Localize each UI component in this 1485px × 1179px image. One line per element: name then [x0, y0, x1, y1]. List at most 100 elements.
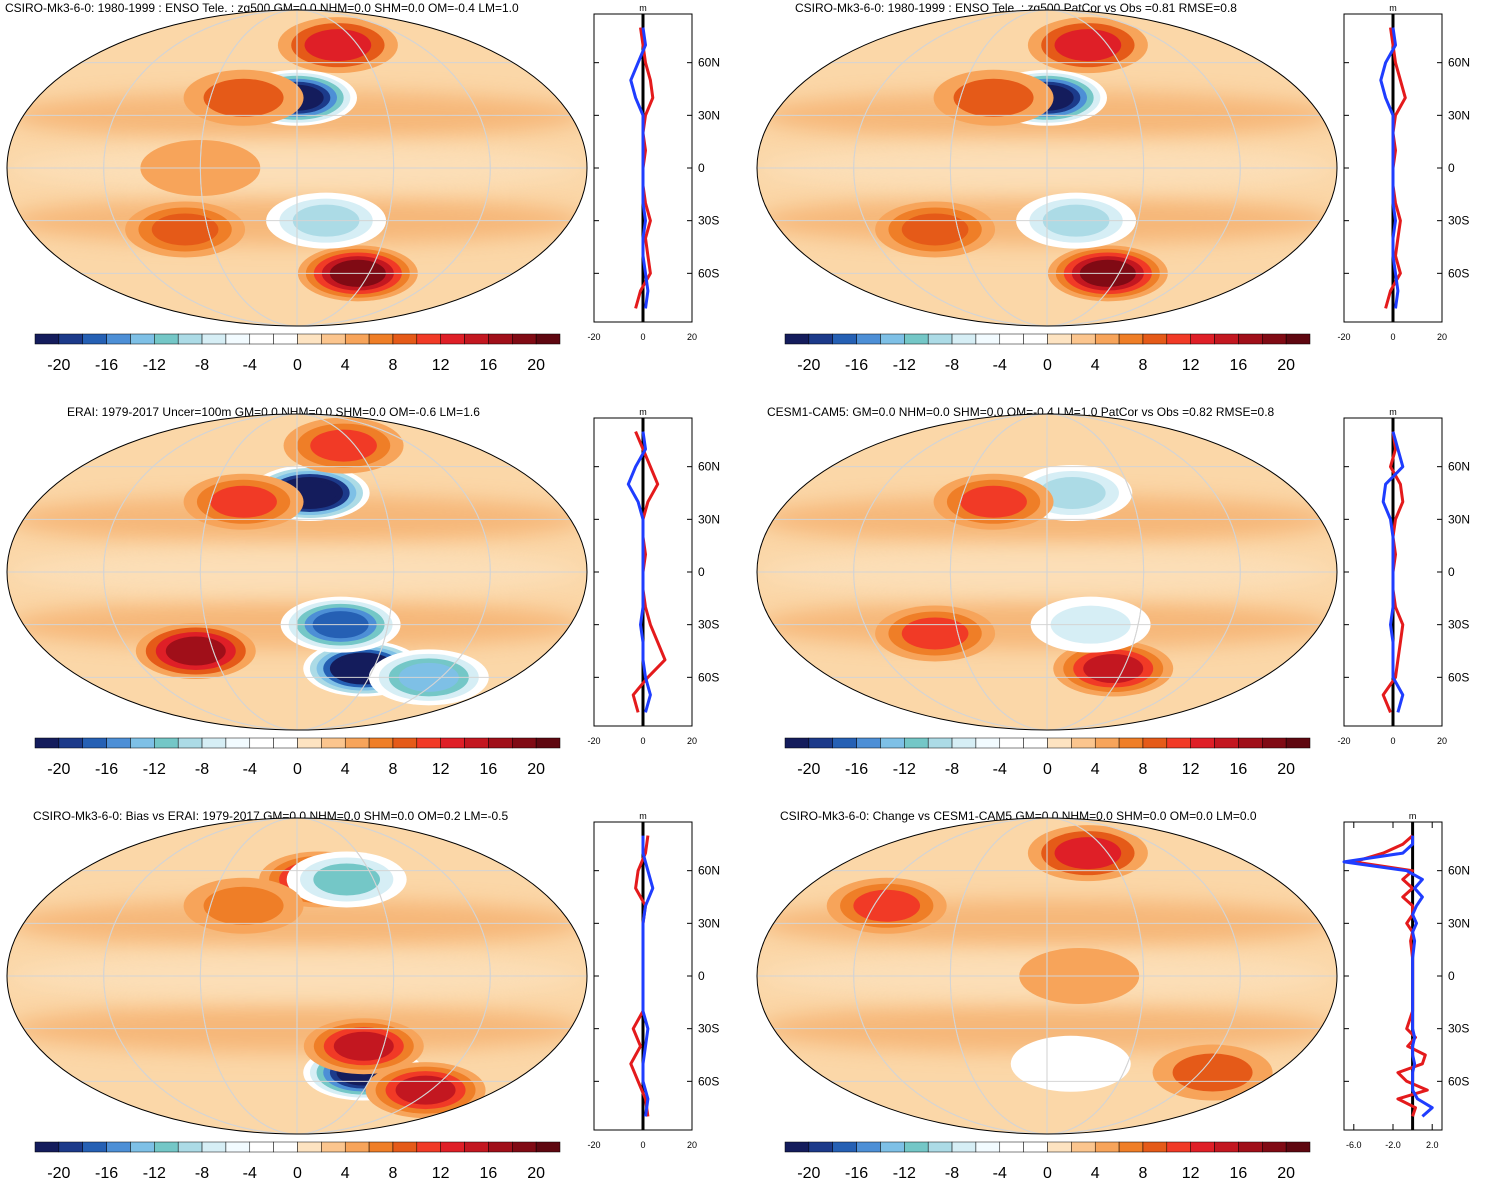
- colorbar-label: -16: [95, 1165, 118, 1179]
- graticule-meridian: [103, 414, 491, 730]
- colorbar-box: [392, 333, 418, 345]
- profile-series-model: [629, 835, 650, 1117]
- colorbar-box: [82, 1141, 107, 1153]
- zonal-profile: 60N 30N 0 30S 60S -20 0 20 m: [587, 3, 720, 342]
- profile-xtick-label: -20: [587, 736, 600, 746]
- profile-ytick-label: 30S: [1448, 214, 1469, 228]
- colorbar-box: [1094, 1141, 1120, 1153]
- colorbar-label: -16: [95, 761, 118, 778]
- colorbar-box: [440, 1141, 465, 1153]
- colorbar-label: -12: [893, 761, 916, 778]
- zonal-profile: 60N 30N 0 30S 60S -20 0 20 m: [1337, 3, 1470, 342]
- colorbar-label: -4: [993, 1165, 1007, 1179]
- graticule-meridian: [199, 414, 395, 730]
- chart-panel: CSIRO-Mk3-6-0: Bias vs ERAI: 1979-2017 G…: [6, 809, 720, 1179]
- profile-ytick-label: 30N: [698, 916, 720, 930]
- anomaly-contour: [853, 889, 921, 922]
- colorbar-box: [201, 1141, 227, 1153]
- colorbar-label: 16: [480, 761, 498, 778]
- graticule-meridian: [949, 10, 1145, 326]
- colorbar-box: [808, 1141, 833, 1153]
- graticule-meridian: [853, 10, 1241, 326]
- colorbar-box: [488, 1141, 513, 1153]
- profile-xtick-label: -20: [587, 332, 600, 342]
- colorbar-label: -4: [243, 1165, 257, 1179]
- profile-ytick-label: 30S: [698, 214, 719, 228]
- colorbar-box: [832, 1141, 857, 1153]
- colorbar-box: [832, 737, 857, 749]
- colorbar-label: 20: [1277, 761, 1295, 778]
- colorbar-box: [1262, 1141, 1287, 1153]
- colorbar-label: 16: [1230, 1165, 1248, 1179]
- map-field: [7, 10, 587, 326]
- colorbar-box: [1214, 737, 1239, 749]
- colorbar-box: [1285, 333, 1311, 345]
- colorbar-box: [297, 737, 322, 749]
- colorbar-box: [1262, 333, 1287, 345]
- graticule-meridian: [103, 10, 491, 326]
- colorbar-box: [1238, 333, 1263, 345]
- anomaly-contour: [333, 1031, 394, 1061]
- profile-xtick-label: -20: [1337, 736, 1350, 746]
- colorbar-box: [344, 737, 370, 749]
- anomaly-contour: [1083, 654, 1144, 684]
- colorbar-box: [297, 1141, 322, 1153]
- colorbar-box: [249, 737, 274, 749]
- colorbar-box: [1094, 333, 1120, 345]
- colorbar-box: [416, 737, 441, 749]
- colorbar-label: 16: [480, 357, 498, 374]
- anomaly-contour: [310, 429, 377, 462]
- colorbar-box: [808, 333, 833, 345]
- colorbar-box: [904, 333, 929, 345]
- colorbar-box: [904, 1141, 929, 1153]
- profile-xtick-label: 2.0: [1426, 1140, 1439, 1150]
- profile-series-obs: [1381, 431, 1405, 713]
- colorbar-label: 4: [1091, 761, 1100, 778]
- colorbar-box: [1094, 737, 1120, 749]
- colorbar-label: 12: [1182, 357, 1200, 374]
- colorbar-box: [249, 1141, 274, 1153]
- colorbar-box: [1118, 333, 1144, 345]
- anomaly-contour: [901, 617, 969, 650]
- profile-ytick-label: 30S: [1448, 1022, 1469, 1036]
- profile-ytick-label: 60S: [1448, 266, 1469, 280]
- anomaly-contour: [203, 78, 284, 117]
- colorbar-label: 4: [1091, 357, 1100, 374]
- chart-panel: ERAI: 1979-2017 Uncer=100m GM=0.0 NHM=0.…: [6, 405, 720, 778]
- colorbar-label: -4: [243, 357, 257, 374]
- colorbar-box: [1190, 1141, 1215, 1153]
- colorbar-label: 16: [1230, 357, 1248, 374]
- chart-title: CSIRO-Mk3-6-0: Bias vs ERAI: 1979-2017 G…: [33, 809, 509, 823]
- map-outline: [6, 9, 588, 327]
- anomaly-contour: [304, 29, 372, 62]
- colorbar-box: [106, 737, 131, 749]
- anomaly-contour: [203, 886, 284, 925]
- colorbar-box: [512, 1141, 537, 1153]
- colorbar-box: [130, 333, 155, 345]
- profile-units: m: [639, 3, 647, 13]
- colorbar: -20 -16 -12 -8 -4 0 4 8 12 16 20: [784, 1141, 1311, 1179]
- map-outline: [756, 9, 1338, 327]
- colorbar: -20 -16 -12 -8 -4 0 4 8 12 16 20: [784, 737, 1311, 778]
- profile-xtick-label: 20: [1437, 736, 1447, 746]
- graticule-meridian: [949, 414, 1145, 730]
- profile-xtick-label: -6.0: [1346, 1140, 1362, 1150]
- colorbar-box: [488, 333, 513, 345]
- colorbar-box: [344, 333, 370, 345]
- profile-ytick-label: 30S: [1448, 618, 1469, 632]
- colorbar-box: [440, 737, 465, 749]
- anomaly-contour: [1172, 1053, 1253, 1092]
- colorbar-box: [321, 737, 346, 749]
- colorbar-box: [344, 1141, 370, 1153]
- colorbar-box: [999, 1141, 1024, 1153]
- anomaly-contour: [395, 1075, 456, 1105]
- profile-xtick-label: 0: [640, 332, 645, 342]
- colorbar-box: [535, 737, 561, 749]
- map-outline: [756, 817, 1338, 1135]
- colorbar-label: -12: [143, 761, 166, 778]
- colorbar-box: [416, 333, 441, 345]
- colorbar-box: [1166, 1141, 1191, 1153]
- colorbar-box: [368, 333, 394, 345]
- colorbar-label: -4: [243, 761, 257, 778]
- colorbar-label: 8: [389, 1165, 398, 1179]
